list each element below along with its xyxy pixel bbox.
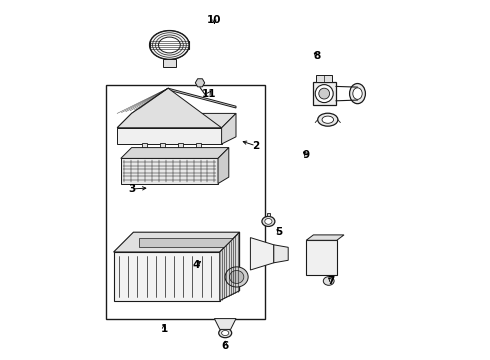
Text: 7: 7 (328, 276, 335, 286)
Ellipse shape (158, 37, 180, 53)
Text: 11: 11 (202, 89, 216, 99)
Text: 3: 3 (128, 184, 135, 194)
Text: 4: 4 (193, 260, 200, 270)
Ellipse shape (149, 31, 189, 59)
Polygon shape (117, 128, 221, 144)
Polygon shape (274, 245, 288, 263)
Ellipse shape (262, 216, 275, 226)
Bar (160, 143, 165, 151)
Ellipse shape (229, 270, 244, 283)
Polygon shape (196, 79, 205, 87)
Bar (196, 143, 201, 151)
Text: 9: 9 (303, 150, 310, 160)
Ellipse shape (353, 88, 362, 99)
Bar (267, 213, 270, 216)
Text: 1: 1 (160, 324, 168, 334)
Ellipse shape (265, 219, 272, 224)
Polygon shape (117, 88, 221, 128)
Polygon shape (218, 148, 229, 184)
Bar (163, 59, 176, 67)
Polygon shape (114, 232, 240, 252)
Ellipse shape (349, 84, 366, 104)
Polygon shape (221, 113, 236, 144)
Polygon shape (306, 235, 344, 240)
Ellipse shape (225, 267, 248, 287)
Bar (178, 143, 183, 151)
Ellipse shape (315, 85, 333, 103)
Bar (316, 75, 332, 82)
Bar (106, 85, 265, 319)
Polygon shape (114, 252, 220, 301)
Polygon shape (121, 148, 229, 158)
Bar (143, 143, 147, 151)
Polygon shape (132, 88, 168, 113)
Polygon shape (168, 88, 236, 108)
Polygon shape (306, 240, 337, 274)
Text: 6: 6 (221, 341, 229, 351)
Ellipse shape (319, 88, 330, 99)
Ellipse shape (318, 113, 338, 126)
Polygon shape (215, 319, 236, 329)
Polygon shape (139, 238, 234, 247)
Text: 2: 2 (252, 141, 259, 151)
Polygon shape (117, 113, 236, 128)
Polygon shape (250, 238, 274, 270)
Ellipse shape (219, 328, 232, 338)
Ellipse shape (323, 276, 334, 285)
Text: 10: 10 (207, 15, 221, 25)
Ellipse shape (221, 330, 229, 336)
Polygon shape (121, 158, 218, 184)
Text: 8: 8 (314, 51, 320, 61)
Ellipse shape (322, 116, 334, 123)
Text: 5: 5 (275, 227, 283, 237)
Polygon shape (220, 232, 240, 301)
Bar (313, 82, 336, 105)
